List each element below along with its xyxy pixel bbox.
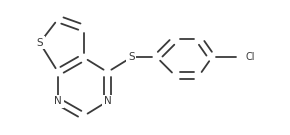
- Text: Cl: Cl: [246, 52, 255, 62]
- Text: N: N: [54, 96, 62, 106]
- Text: S: S: [128, 52, 135, 62]
- Text: S: S: [37, 38, 43, 48]
- Text: N: N: [104, 96, 111, 106]
